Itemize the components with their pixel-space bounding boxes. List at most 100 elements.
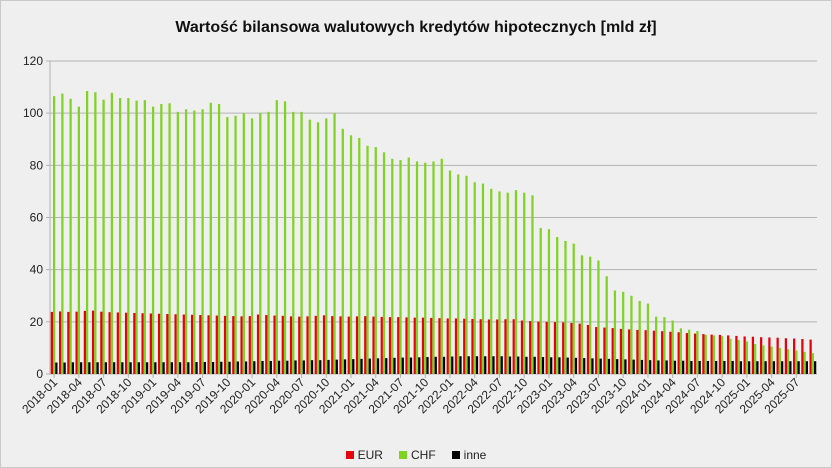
bar-eur-2019-01	[149, 313, 152, 374]
bar-chf-2023-07	[597, 260, 600, 374]
bar-eur-2020-11	[331, 316, 334, 374]
bar-eur-2019-04	[174, 314, 177, 374]
bar-eur-2021-11	[430, 317, 433, 374]
bar-inne-2019-01	[154, 362, 157, 374]
bar-eur-2021-02	[355, 316, 359, 374]
bar-chf-2018-06	[94, 92, 97, 375]
bar-inne-2019-02	[162, 362, 165, 374]
bar-inne-2018-04	[79, 362, 83, 374]
bar-eur-2024-03	[661, 331, 664, 374]
bar-inne-2022-02	[459, 356, 462, 374]
y-tick-label: 60	[30, 211, 44, 225]
bar-eur-2019-10	[223, 315, 227, 374]
bar-chf-2019-03	[168, 103, 171, 374]
bar-chf-2025-02	[754, 344, 757, 374]
bar-eur-2023-09	[611, 328, 614, 374]
bar-chf-2025-07	[795, 350, 798, 374]
bar-eur-2021-12	[438, 318, 441, 374]
legend-item-inne: inne	[451, 448, 486, 462]
bar-chf-2021-04	[374, 147, 377, 374]
bar-eur-2018-10	[124, 312, 128, 374]
bar-eur-2022-01	[446, 318, 449, 374]
bar-chf-2022-10	[523, 192, 526, 374]
bar-inne-2024-06	[690, 360, 693, 374]
bar-inne-2021-06	[393, 357, 396, 374]
legend-swatch-chf	[398, 451, 407, 459]
bar-eur-2020-03	[265, 315, 268, 374]
bar-chf-2020-11	[333, 113, 336, 375]
bar-eur-2023-07	[595, 327, 598, 374]
bar-eur-2020-07	[298, 316, 301, 374]
bar-chf-2023-11	[630, 295, 633, 374]
bar-chf-2025-01	[745, 341, 749, 374]
bar-inne-2023-05	[583, 358, 586, 374]
bar-inne-2022-11	[533, 356, 536, 374]
bar-chf-2021-07	[399, 160, 402, 374]
bar-chf-2020-08	[308, 119, 311, 374]
bar-chf-2018-03	[69, 98, 72, 374]
bar-eur-2024-12	[735, 335, 738, 374]
bar-chf-2022-12	[539, 227, 542, 374]
y-tick-label: 20	[30, 315, 44, 329]
bar-inne-2024-08	[706, 360, 710, 374]
bar-inne-2023-04	[574, 357, 578, 374]
bar-eur-2018-03	[67, 311, 70, 374]
bar-eur-2022-04	[471, 318, 474, 374]
bar-eur-2019-09	[215, 315, 218, 374]
bar-inne-2022-09	[517, 356, 520, 374]
bar-inne-2020-08	[310, 360, 314, 374]
bar-eur-2021-08	[405, 317, 408, 374]
bar-inne-2025-07	[797, 361, 800, 374]
bar-chf-2018-09	[118, 98, 122, 374]
bar-inne-2023-02	[558, 357, 561, 374]
bar-inne-2023-07	[599, 358, 602, 374]
bar-chf-2023-09	[613, 290, 617, 374]
legend-label-eur: EUR	[357, 448, 383, 462]
bar-eur-2024-08	[702, 334, 705, 374]
bar-chf-2023-08	[605, 276, 608, 374]
bar-chf-2018-10	[127, 98, 130, 374]
bar-eur-2018-02	[59, 311, 62, 374]
bar-eur-2021-04	[372, 316, 375, 374]
bar-inne-2018-05	[88, 362, 91, 374]
bar-inne-2018-08	[112, 362, 116, 374]
bar-inne-2018-12	[145, 362, 149, 374]
bar-chf-2021-05	[382, 152, 386, 374]
bar-eur-2023-02	[553, 322, 557, 374]
bar-eur-2019-11	[232, 316, 235, 374]
bar-inne-2021-12	[442, 356, 446, 374]
bar-chf-2019-01	[151, 106, 155, 375]
bar-chf-2019-11	[234, 115, 237, 374]
bar-chf-2021-09	[415, 161, 419, 374]
bar-chf-2018-12	[143, 100, 146, 375]
bar-eur-2024-11	[727, 335, 730, 374]
bar-chf-2023-06	[589, 256, 592, 375]
bar-eur-2022-11	[529, 321, 532, 374]
bar-inne-2025-03	[764, 361, 767, 374]
bar-eur-2021-01	[347, 316, 350, 374]
legend-swatch-inne	[451, 451, 460, 459]
bar-inne-2023-06	[591, 358, 594, 374]
bar-eur-2021-09	[413, 317, 416, 374]
bar-inne-2021-10	[426, 357, 429, 374]
bar-eur-2023-11	[628, 329, 631, 374]
legend-item-chf: CHF	[398, 448, 436, 462]
bar-inne-2024-02	[657, 360, 660, 374]
bar-chf-2023-12	[638, 300, 641, 374]
bar-chf-2025-08	[803, 351, 806, 374]
bar-inne-2025-04	[772, 361, 776, 374]
bar-inne-2024-07	[698, 360, 701, 374]
bar-chf-2020-04	[275, 100, 278, 375]
bar-inne-2023-11	[632, 359, 635, 374]
bar-inne-2025-02	[756, 361, 759, 374]
bar-eur-2020-12	[339, 316, 342, 374]
bar-eur-2023-10	[619, 328, 623, 374]
bar-chf-2021-10	[424, 162, 427, 374]
bar-eur-2020-06	[289, 316, 293, 374]
bar-eur-2023-04	[570, 322, 573, 374]
bar-chf-2023-04	[572, 243, 575, 374]
bar-inne-2021-07	[401, 357, 404, 374]
bar-inne-2023-09	[616, 359, 619, 374]
bar-inne-2023-01	[550, 357, 553, 374]
